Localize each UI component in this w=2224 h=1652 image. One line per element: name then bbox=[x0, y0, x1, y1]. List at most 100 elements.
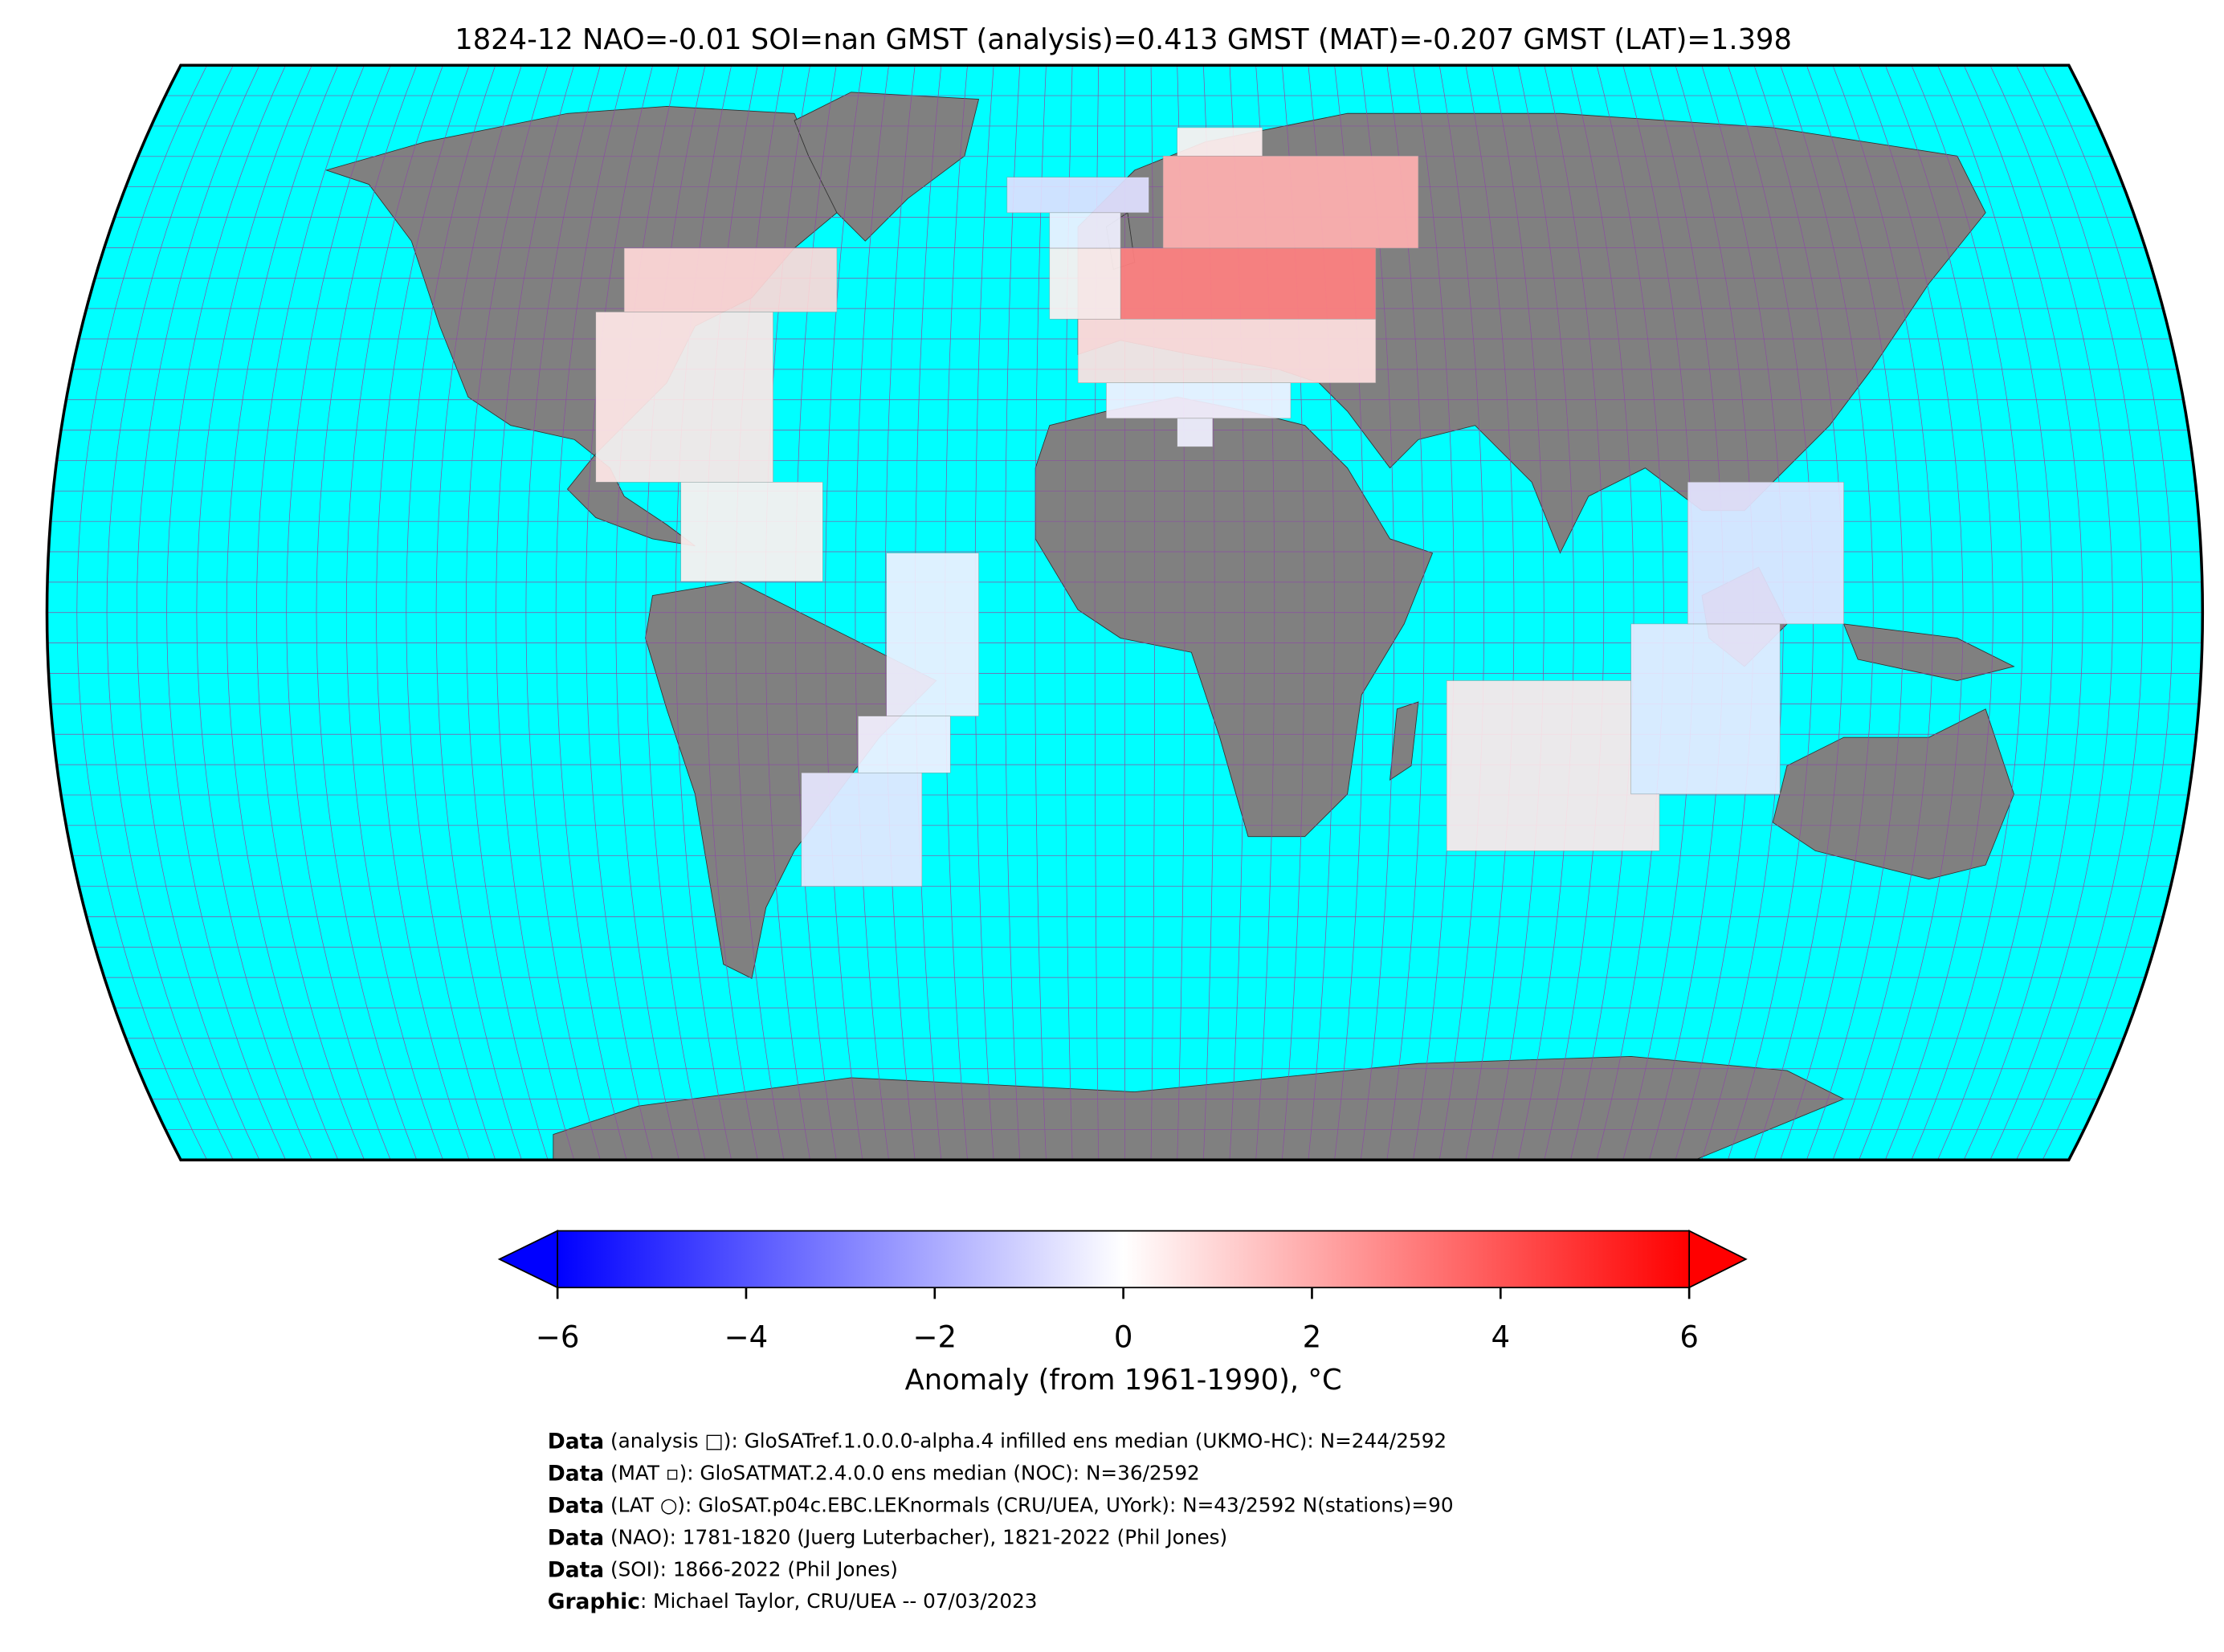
cell bbox=[1106, 382, 1292, 419]
meridian bbox=[1596, 65, 1664, 1160]
colorbar-gradient bbox=[557, 1230, 1691, 1289]
meridian bbox=[1413, 65, 1455, 1160]
meridian bbox=[256, 65, 365, 1160]
meridian bbox=[406, 65, 496, 1160]
meridian bbox=[196, 65, 312, 1160]
meridian bbox=[1780, 65, 1874, 1160]
meridian bbox=[855, 65, 889, 1160]
meridian bbox=[1989, 65, 2113, 1160]
cell bbox=[1177, 418, 1214, 447]
cell bbox=[623, 247, 838, 312]
meridian bbox=[345, 65, 443, 1160]
credit-text: (LAT ○): GloSAT.p04c.EBC.LEKnormals (CRU… bbox=[604, 1493, 1453, 1516]
cell bbox=[801, 773, 923, 887]
credit-line: Data (MAT ▫): GloSATMAT.2.4.0.0 ens medi… bbox=[548, 1461, 1200, 1486]
credit-text: : Michael Taylor, CRU/UEA -- 07/03/2023 bbox=[640, 1589, 1038, 1613]
cell bbox=[1077, 319, 1377, 383]
meridian bbox=[1004, 65, 1021, 1160]
meridian bbox=[705, 65, 758, 1160]
colorbar-extend-high bbox=[1688, 1230, 1748, 1289]
meridian bbox=[2042, 65, 2173, 1160]
credit-label: Graphic bbox=[548, 1589, 640, 1614]
meridian bbox=[2016, 65, 2144, 1160]
meridian bbox=[1911, 65, 2023, 1160]
credit-line: Data (analysis □): GloSATref.1.0.0.0-alp… bbox=[548, 1429, 1447, 1454]
credit-line: Data (NAO): 1781-1820 (Juerg Luterbacher… bbox=[548, 1525, 1227, 1550]
anomaly-cells bbox=[595, 127, 1844, 887]
colorbar-extend-low bbox=[497, 1230, 559, 1289]
cell bbox=[1162, 155, 1419, 249]
meridian bbox=[286, 65, 391, 1160]
meridian bbox=[1884, 65, 1993, 1160]
colorbar-tick-label: 4 bbox=[1491, 1320, 1510, 1354]
meridian bbox=[795, 65, 837, 1160]
cell bbox=[886, 553, 979, 716]
meridian bbox=[1517, 65, 1574, 1160]
meridian bbox=[825, 65, 863, 1160]
meridian bbox=[615, 65, 679, 1160]
meridian bbox=[1832, 65, 1934, 1160]
credit-text: (SOI): 1866-2022 (Phil Jones) bbox=[604, 1557, 898, 1581]
credit-text: (MAT ▫): GloSATMAT.2.4.0.0 ens median (N… bbox=[604, 1462, 1200, 1485]
meridian bbox=[884, 65, 916, 1160]
credit-text: (analysis □): GloSATref.1.0.0.0-alpha.4 … bbox=[604, 1430, 1447, 1453]
meridian bbox=[1492, 65, 1545, 1160]
meridian bbox=[1859, 65, 1964, 1160]
credit-line: Graphic: Michael Taylor, CRU/UEA -- 07/0… bbox=[548, 1589, 1038, 1614]
cell bbox=[858, 716, 951, 773]
meridian bbox=[1034, 65, 1047, 1160]
colorbar: −6 −4 −2 0 2 4 6 bbox=[497, 1230, 1748, 1354]
meridian bbox=[1544, 65, 1605, 1160]
map bbox=[47, 65, 2203, 1160]
credit-line: Data (SOI): 1866-2022 (Phil Jones) bbox=[548, 1557, 898, 1582]
colorbar-tick-label: 0 bbox=[1114, 1320, 1133, 1354]
meridian bbox=[136, 65, 260, 1160]
meridian bbox=[765, 65, 810, 1160]
meridian bbox=[525, 65, 601, 1160]
meridian bbox=[106, 65, 234, 1160]
meridian bbox=[645, 65, 706, 1160]
meridian bbox=[226, 65, 339, 1160]
meridian bbox=[1806, 65, 1904, 1160]
cell bbox=[1049, 247, 1121, 320]
meridian bbox=[1150, 65, 1156, 1160]
meridian bbox=[1963, 65, 2083, 1160]
meridian bbox=[555, 65, 627, 1160]
credit-label: Data bbox=[548, 1429, 604, 1454]
cell bbox=[680, 482, 823, 582]
colorbar-label: Anomaly (from 1961-1990), °C bbox=[905, 1364, 1342, 1397]
credit-text: (NAO): 1781-1820 (Juerg Luterbacher), 18… bbox=[604, 1525, 1227, 1548]
credit-label: Data bbox=[548, 1557, 604, 1582]
cell bbox=[1120, 247, 1377, 320]
meridian bbox=[735, 65, 785, 1160]
credit-label: Data bbox=[548, 1525, 604, 1550]
colorbar-tick-label: 6 bbox=[1679, 1320, 1699, 1354]
cell bbox=[1446, 680, 1660, 851]
meridian bbox=[1570, 65, 1634, 1160]
cell bbox=[1630, 623, 1781, 795]
cell bbox=[1049, 212, 1121, 249]
meridian bbox=[496, 65, 575, 1160]
cell bbox=[595, 312, 773, 483]
colorbar-tick-label: −6 bbox=[536, 1320, 580, 1354]
cell bbox=[1006, 177, 1149, 214]
credit-label: Data bbox=[548, 1493, 604, 1518]
meridian bbox=[1465, 65, 1515, 1160]
title: 1824-12 NAO=-0.01 SOI=nan GMST (analysis… bbox=[455, 23, 1792, 56]
colorbar-tick-label: 2 bbox=[1303, 1320, 1322, 1354]
meridian bbox=[316, 65, 418, 1160]
cell bbox=[1687, 482, 1844, 625]
meridian bbox=[1937, 65, 2054, 1160]
meridian bbox=[675, 65, 732, 1160]
meridian bbox=[465, 65, 549, 1160]
meridian bbox=[76, 65, 207, 1160]
cell bbox=[1177, 127, 1263, 157]
meridian bbox=[166, 65, 286, 1160]
credit-label: Data bbox=[548, 1461, 604, 1486]
colorbar-tick-label: −2 bbox=[912, 1320, 957, 1354]
meridian bbox=[376, 65, 470, 1160]
meridian bbox=[586, 65, 654, 1160]
credits: Data (analysis □): GloSATref.1.0.0.0-alp… bbox=[548, 1429, 1454, 1614]
credit-line: Data (LAT ○): GloSAT.p04c.EBC.LEKnormals… bbox=[548, 1493, 1454, 1518]
